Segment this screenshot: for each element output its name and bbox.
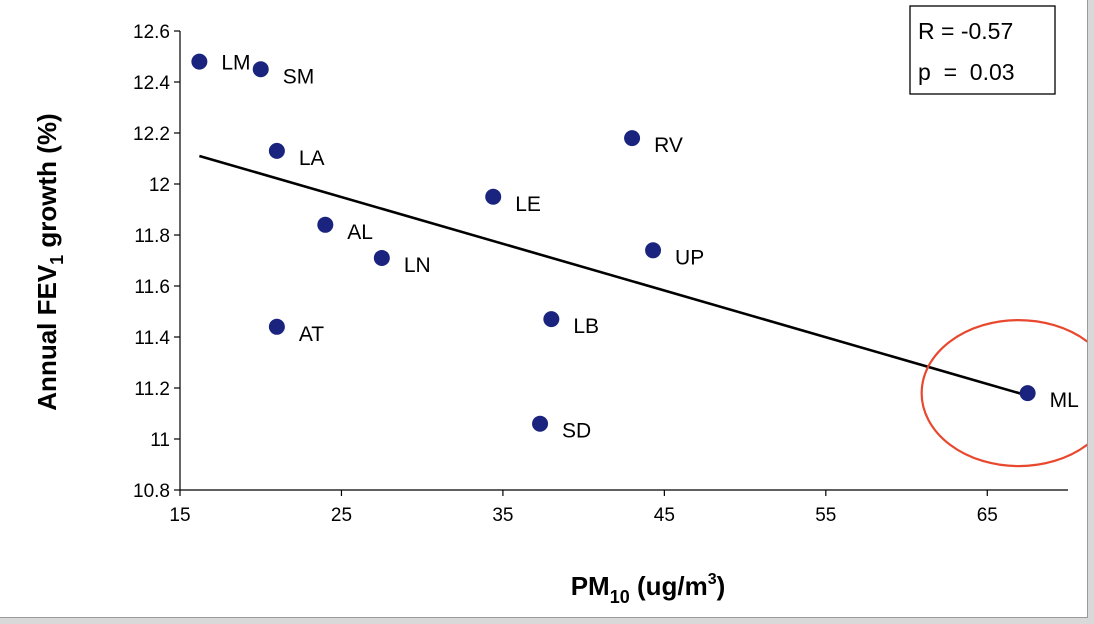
x-axis-label-sub: 10 — [610, 587, 630, 607]
x-tick-label: 25 — [331, 505, 352, 526]
point-label-le: LE — [515, 193, 541, 216]
point-label-sm: SM — [283, 65, 315, 88]
point-up — [645, 242, 662, 259]
point-le — [485, 188, 502, 205]
stats-box-border — [909, 5, 1056, 95]
x-tick-label: 35 — [492, 505, 513, 526]
y-tick-label: 12.2 — [133, 124, 170, 145]
stats-r: R = -0.57 — [918, 18, 1013, 44]
y-axis-label-main: Annual FEV — [32, 264, 62, 411]
point-label-ml: ML — [1050, 389, 1079, 412]
y-tick-label: 11.6 — [134, 277, 170, 298]
stats-p: p = 0.03 — [918, 59, 1015, 85]
x-axis-label-rest: (ug/m — [630, 571, 708, 601]
y-axis-label-sub: 1 — [47, 255, 67, 265]
axes — [179, 31, 1068, 491]
point-lb — [543, 311, 560, 328]
data-points: LM SM LA AL LN AT LE RV UP LB SD ML — [191, 52, 1079, 443]
point-label-at: AT — [299, 323, 324, 346]
point-rv — [624, 130, 641, 147]
y-axis-label: Annual FEV1 growth (%) — [32, 113, 67, 410]
point-at — [268, 318, 285, 335]
y-tick-label: 11 — [150, 430, 170, 451]
point-label-la: LA — [299, 147, 325, 170]
y-tick-label: 11.8 — [134, 226, 170, 247]
x-axis-label-sup: 3 — [708, 571, 717, 588]
point-al — [317, 216, 334, 233]
y-tick-label: 11.4 — [134, 328, 170, 349]
y-tick-label: 12 — [149, 175, 170, 196]
point-ln — [373, 249, 390, 266]
y-tick-label: 11.2 — [134, 379, 170, 400]
y-tick-label: 12.4 — [133, 73, 170, 94]
point-sm — [252, 61, 269, 78]
x-tick-label: 55 — [815, 505, 836, 526]
point-label-up: UP — [675, 246, 704, 269]
y-tick-label: 10.8 — [133, 481, 170, 502]
point-lm — [191, 53, 208, 70]
y-tick-label: 12.6 — [133, 22, 170, 43]
point-label-al: AL — [347, 221, 373, 244]
point-la — [268, 142, 285, 159]
x-axis-label: PM10 (ug/m3) — [571, 571, 726, 607]
x-tick-label: 65 — [977, 505, 998, 526]
point-ml — [1019, 385, 1036, 402]
highlight-circle — [920, 319, 1087, 468]
x-axis-label-main: PM — [571, 571, 610, 601]
x-tick-label: 15 — [169, 505, 190, 526]
y-ticks: 10.8 11 11.2 11.4 11.6 11.8 12 12.2 12.4 12.6 — [133, 22, 180, 502]
x-ticks: 15 25 35 45 55 65 — [169, 490, 998, 526]
y-axis-label-rest: growth (%) — [32, 113, 62, 255]
x-axis-label-close: ) — [717, 571, 726, 601]
point-sd — [532, 415, 549, 432]
point-label-lm: LM — [221, 52, 250, 75]
x-tick-label: 45 — [654, 505, 675, 526]
trend-line — [199, 154, 1028, 397]
point-label-ln: LN — [404, 254, 431, 277]
stats-box: R = -0.57 p = 0.03 — [909, 5, 1056, 95]
point-label-rv: RV — [654, 134, 683, 157]
point-label-lb: LB — [573, 315, 599, 338]
point-label-sd: SD — [562, 420, 591, 443]
